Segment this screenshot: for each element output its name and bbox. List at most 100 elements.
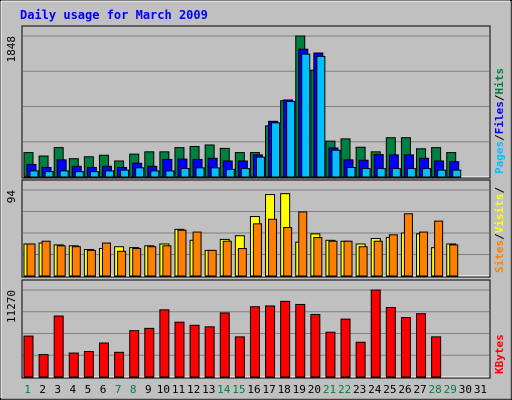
x-axis-day-labels: 1 2 3 4 5 6 7 8 9 10 11 12 13 14 15 16 17 18 19 20 21 22 23 24 2… <box>24 383 487 396</box>
day-label-12: 12 <box>187 383 200 396</box>
day-label-26: 26 <box>398 383 411 396</box>
bar-kbytes-day-3 <box>53 315 64 378</box>
series-pages <box>29 53 462 178</box>
day-label-3: 3 <box>54 383 61 396</box>
bar-kbytes-day-6 <box>98 342 109 378</box>
day-label-16: 16 <box>247 383 260 396</box>
bar-kbytes-day-16 <box>249 306 260 378</box>
bar-sites-day-26 <box>403 213 413 277</box>
bar-kbytes-day-20 <box>310 313 321 378</box>
bar-sites-day-28 <box>434 220 444 277</box>
bar-sites-day-29 <box>449 244 459 277</box>
bar-sites-day-8 <box>132 248 142 277</box>
day-label-30: 30 <box>459 383 472 396</box>
bar-kbytes-day-22 <box>340 318 351 378</box>
bar-pages-day-3 <box>59 170 69 178</box>
bar-sites-day-3 <box>56 245 66 277</box>
legend-separator: / <box>493 187 506 194</box>
bar-kbytes-day-1 <box>23 335 34 378</box>
day-label-24: 24 <box>368 383 382 396</box>
day-label-1: 1 <box>24 383 31 396</box>
bar-pages-day-5 <box>89 171 99 178</box>
bar-pages-day-14 <box>225 168 235 178</box>
bar-kbytes-day-19 <box>295 303 306 378</box>
legend-item-files: Files <box>493 101 506 134</box>
bar-pages-day-20 <box>316 55 326 178</box>
bar-kbytes-day-23 <box>355 341 366 378</box>
bar-kbytes-day-8 <box>129 330 140 378</box>
day-label-23: 23 <box>353 383 366 396</box>
bar-pages-day-18 <box>286 100 296 178</box>
panel-kbytes: 11270 KBytes <box>5 279 506 379</box>
panel-kbytes-max-label: 11270 <box>5 290 18 323</box>
day-label-15: 15 <box>232 383 245 396</box>
day-label-10: 10 <box>157 383 170 396</box>
bar-kbytes-day-11 <box>174 321 185 378</box>
bar-pages-day-27 <box>422 168 432 178</box>
bar-sites-day-1 <box>26 243 36 277</box>
bar-pages-day-26 <box>406 168 416 178</box>
bar-sites-day-10 <box>162 245 172 277</box>
bar-pages-day-13 <box>210 167 220 178</box>
bar-kbytes-day-4 <box>68 352 79 378</box>
day-label-6: 6 <box>100 383 107 396</box>
day-label-21: 21 <box>323 383 336 396</box>
day-label-4: 4 <box>70 383 77 396</box>
bar-kbytes-day-27 <box>416 313 427 378</box>
legend-separator: / <box>493 134 506 141</box>
bar-sites-day-24 <box>373 240 383 277</box>
bar-kbytes-day-14 <box>219 312 230 378</box>
bar-pages-day-8 <box>135 167 145 178</box>
bar-pages-day-2 <box>44 171 54 178</box>
day-label-11: 11 <box>172 383 185 396</box>
bar-sites-day-13 <box>207 249 217 277</box>
bar-sites-day-25 <box>388 234 398 277</box>
day-label-9: 9 <box>145 383 152 396</box>
bar-pages-day-9 <box>150 170 160 178</box>
bar-sites-day-11 <box>177 229 187 277</box>
bar-sites-day-27 <box>419 231 429 277</box>
day-label-17: 17 <box>262 383 275 396</box>
bar-pages-day-6 <box>104 170 114 178</box>
day-label-14: 14 <box>217 383 231 396</box>
bar-pages-day-28 <box>437 169 447 178</box>
day-label-28: 28 <box>429 383 442 396</box>
bar-kbytes-day-9 <box>144 327 155 378</box>
bar-kbytes-day-12 <box>189 324 200 378</box>
bar-sites-day-5 <box>86 249 96 277</box>
bar-sites-day-7 <box>117 250 127 277</box>
day-label-2: 2 <box>39 383 46 396</box>
bar-kbytes-day-13 <box>204 326 215 378</box>
bar-pages-day-11 <box>180 168 190 178</box>
panel-visits-max-label: 94 <box>5 190 18 204</box>
bar-kbytes-day-26 <box>400 317 411 378</box>
legend-item-pages: Pages <box>493 141 506 174</box>
bar-sites-day-2 <box>41 240 51 277</box>
bar-pages-day-21 <box>331 149 341 178</box>
day-label-8: 8 <box>130 383 137 396</box>
bar-sites-day-6 <box>101 242 111 277</box>
legend-item-visits: Visits <box>493 194 506 234</box>
bar-pages-day-10 <box>165 170 175 178</box>
bar-kbytes-day-17 <box>265 305 276 378</box>
legend-item-kbytes: KBytes <box>493 334 506 374</box>
bar-sites-day-14 <box>222 240 232 277</box>
legend-item-sites: Sites <box>493 240 506 273</box>
chart-panels: 1848Pages/Files/Hits94Sites/Visits/11270… <box>5 25 506 379</box>
legend-item-hits: Hits <box>493 68 506 95</box>
bar-sites-day-9 <box>147 246 157 277</box>
day-label-18: 18 <box>278 383 291 396</box>
legend-separator: / <box>493 233 506 240</box>
bar-kbytes-day-28 <box>431 336 442 378</box>
bar-sites-day-17 <box>268 218 278 277</box>
panel-hits-legend: Pages/Files/Hits <box>493 68 506 174</box>
day-label-29: 29 <box>444 383 457 396</box>
day-label-25: 25 <box>383 383 396 396</box>
bar-pages-day-16 <box>255 156 265 178</box>
panel-kbytes-legend: KBytes <box>493 334 506 374</box>
day-label-7: 7 <box>115 383 122 396</box>
bar-kbytes-day-21 <box>325 331 336 378</box>
